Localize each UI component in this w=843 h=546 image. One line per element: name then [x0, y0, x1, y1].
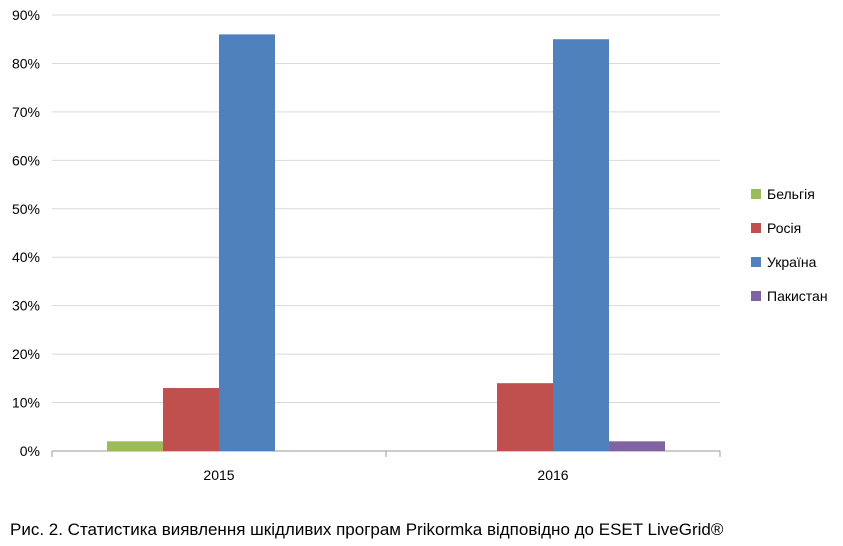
- bars: [107, 34, 665, 451]
- legend: Бельгія Росія Україна Пакистан: [751, 186, 828, 304]
- legend-label: Бельгія: [767, 186, 815, 202]
- bar-2015-2: [219, 34, 275, 451]
- y-tick-label: 0%: [20, 443, 40, 459]
- legend-swatch: [751, 257, 761, 267]
- legend-label: Росія: [767, 220, 801, 236]
- y-tick-label: 80%: [12, 55, 40, 71]
- y-tick-label: 20%: [12, 346, 40, 362]
- legend-swatch: [751, 291, 761, 301]
- y-tick-label: 30%: [12, 298, 40, 314]
- legend-label: Україна: [767, 254, 817, 270]
- y-axis-ticks: 0% 10% 20% 30% 40% 50% 60% 70% 80% 90%: [12, 7, 40, 459]
- y-tick-label: 10%: [12, 395, 40, 411]
- y-tick-label: 70%: [12, 104, 40, 120]
- bar-2016-3: [609, 441, 665, 451]
- gridlines: [51, 14, 721, 457]
- y-tick-label: 40%: [12, 249, 40, 265]
- bar-2015-0: [107, 441, 163, 451]
- legend-swatch: [751, 189, 761, 199]
- y-tick-label: 60%: [12, 152, 40, 168]
- y-tick-label: 90%: [12, 7, 40, 23]
- bar-2016-1: [497, 383, 553, 451]
- legend-swatch: [751, 223, 761, 233]
- y-tick-label: 50%: [12, 201, 40, 217]
- x-tick-label: 2016: [537, 467, 568, 483]
- legend-label: Пакистан: [767, 288, 828, 304]
- x-axis-ticks: 2015 2016: [203, 467, 568, 483]
- x-tick-label: 2015: [203, 467, 234, 483]
- bar-chart: 0% 10% 20% 30% 40% 50% 60% 70% 80% 90% 2015 2016 Б…: [12, 7, 828, 483]
- bar-2016-2: [553, 39, 609, 451]
- figure-caption: Рис. 2. Статистика виявлення шкідливих п…: [10, 520, 724, 539]
- bar-2015-1: [163, 388, 219, 451]
